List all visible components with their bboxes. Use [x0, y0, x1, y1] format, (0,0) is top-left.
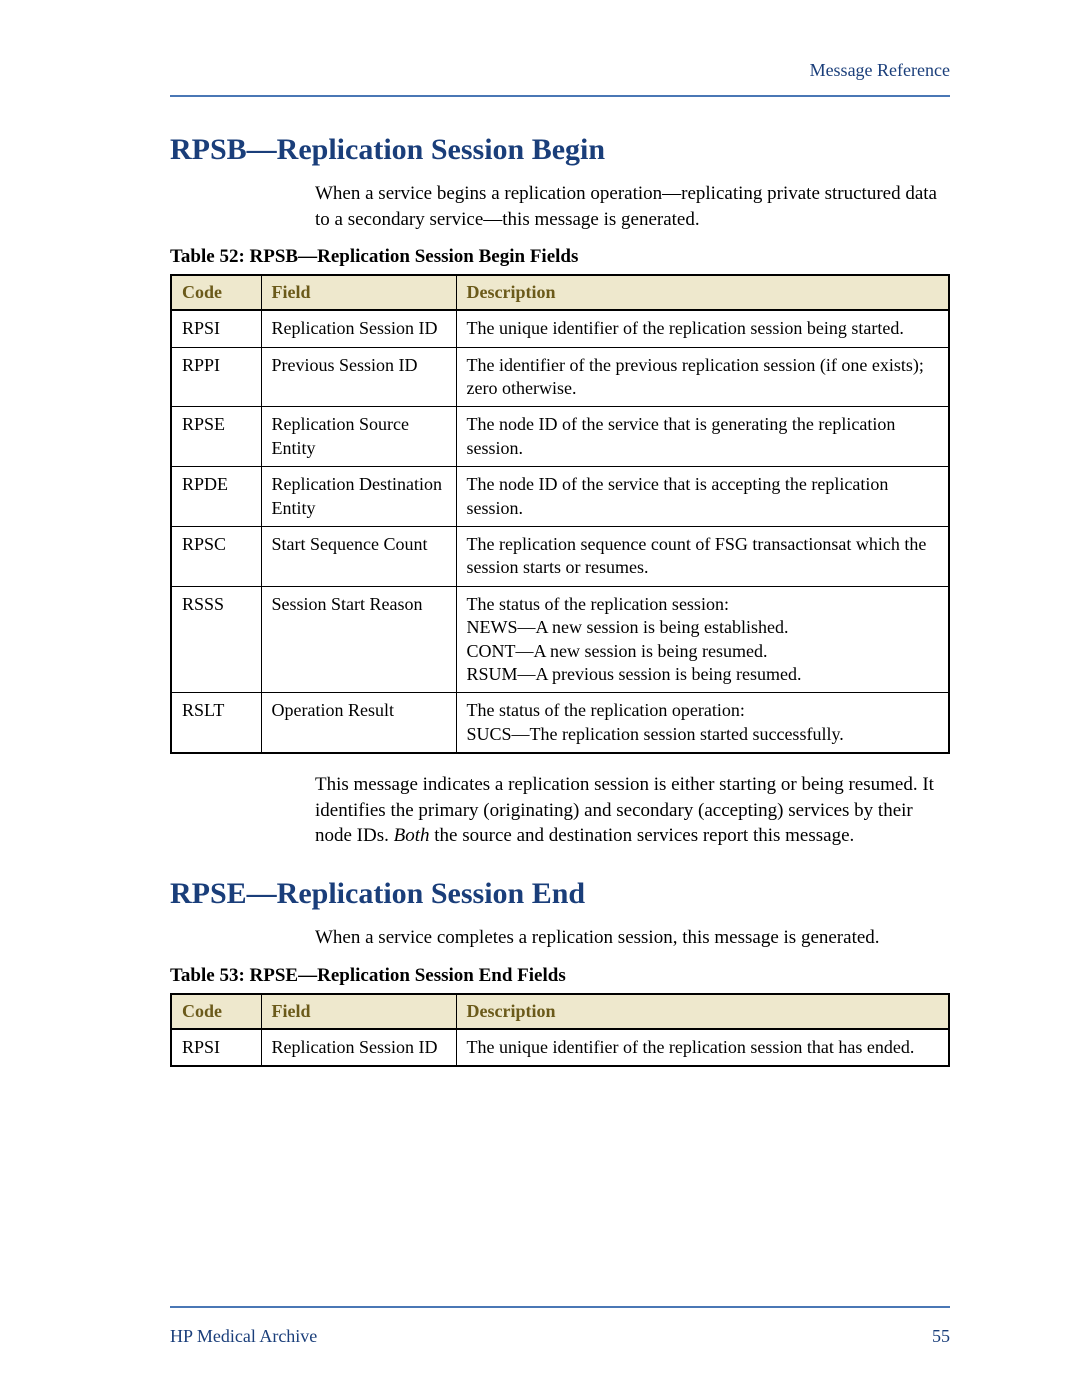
- cell-field: Replication Session ID: [261, 310, 456, 347]
- cell-code: RSLT: [171, 693, 261, 753]
- col-header-code: Code: [171, 994, 261, 1029]
- cell-field: Replication Destination Entity: [261, 467, 456, 527]
- cell-field: Session Start Reason: [261, 586, 456, 693]
- cell-desc: The unique identifier of the replication…: [456, 310, 949, 347]
- table-caption-52: Table 52: RPSB—Replication Session Begin…: [170, 246, 950, 268]
- footer-rule: [170, 1306, 950, 1308]
- col-header-desc: Description: [456, 275, 949, 310]
- table-row: RPSEReplication Source EntityThe node ID…: [171, 407, 949, 467]
- table-row: RSSSSession Start ReasonThe status of th…: [171, 586, 949, 693]
- table-row: RPSCStart Sequence CountThe replication …: [171, 527, 949, 587]
- section-intro-rpse: When a service completes a replication s…: [315, 925, 950, 951]
- table-rpsb-fields: Code Field Description RPSIReplication S…: [170, 274, 950, 754]
- footer-product-name: HP Medical Archive: [170, 1326, 317, 1347]
- section-outro-rpsb: This message indicates a replication ses…: [315, 772, 950, 849]
- cell-desc: The identifier of the previous replicati…: [456, 347, 949, 407]
- cell-field: Operation Result: [261, 693, 456, 753]
- table-row: RPSIReplication Session IDThe unique ide…: [171, 310, 949, 347]
- cell-code: RPSE: [171, 407, 261, 467]
- header-rule: [170, 95, 950, 97]
- cell-desc: The status of the replication operation:…: [456, 693, 949, 753]
- col-header-code: Code: [171, 275, 261, 310]
- table-header-row: Code Field Description: [171, 275, 949, 310]
- table-row: RSLTOperation ResultThe status of the re…: [171, 693, 949, 753]
- col-header-desc: Description: [456, 994, 949, 1029]
- page-number: 55: [932, 1326, 950, 1347]
- table-row: RPSIReplication Session IDThe unique ide…: [171, 1029, 949, 1066]
- col-header-field: Field: [261, 275, 456, 310]
- outro-post: the source and destination services repo…: [430, 825, 855, 846]
- cell-field: Start Sequence Count: [261, 527, 456, 587]
- table-row: RPPIPrevious Session IDThe identifier of…: [171, 347, 949, 407]
- cell-code: RPSI: [171, 1029, 261, 1066]
- page-footer: HP Medical Archive 55: [170, 1306, 950, 1347]
- cell-code: RPSC: [171, 527, 261, 587]
- table-caption-53: Table 53: RPSE—Replication Session End F…: [170, 965, 950, 987]
- cell-code: RSSS: [171, 586, 261, 693]
- header-reference: Message Reference: [170, 60, 950, 81]
- cell-desc: The unique identifier of the replication…: [456, 1029, 949, 1066]
- cell-code: RPDE: [171, 467, 261, 527]
- cell-desc: The replication sequence count of FSG tr…: [456, 527, 949, 587]
- outro-italic: Both: [394, 825, 430, 846]
- cell-desc: The node ID of the service that is accep…: [456, 467, 949, 527]
- cell-desc: The status of the replication session:NE…: [456, 586, 949, 693]
- table-rpse-fields: Code Field Description RPSIReplication S…: [170, 993, 950, 1067]
- cell-field: Replication Session ID: [261, 1029, 456, 1066]
- table-row: RPDEReplication Destination EntityThe no…: [171, 467, 949, 527]
- col-header-field: Field: [261, 994, 456, 1029]
- section-intro-rpsb: When a service begins a replication oper…: [315, 181, 950, 232]
- section-title-rpsb: RPSB—Replication Session Begin: [170, 133, 950, 167]
- cell-code: RPSI: [171, 310, 261, 347]
- cell-field: Previous Session ID: [261, 347, 456, 407]
- table-header-row: Code Field Description: [171, 994, 949, 1029]
- cell-code: RPPI: [171, 347, 261, 407]
- section-title-rpse: RPSE—Replication Session End: [170, 877, 950, 911]
- cell-desc: The node ID of the service that is gener…: [456, 407, 949, 467]
- cell-field: Replication Source Entity: [261, 407, 456, 467]
